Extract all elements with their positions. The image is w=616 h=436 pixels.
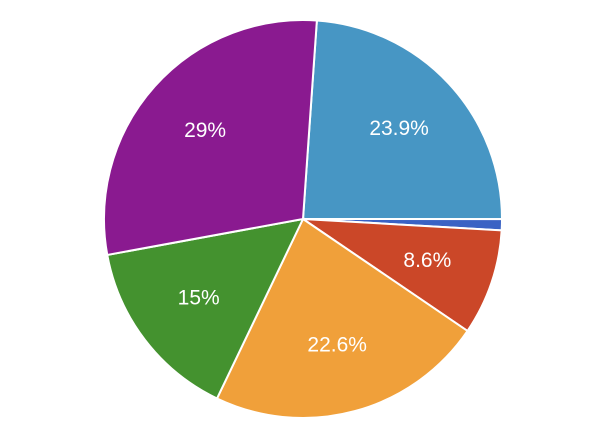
slice-label: 23.9% xyxy=(369,117,429,140)
pie-slice xyxy=(106,217,305,400)
slice-label: 15% xyxy=(178,286,220,309)
pie-slice xyxy=(299,217,503,333)
pie-slice xyxy=(103,19,318,257)
pie-slice xyxy=(301,19,504,221)
slice-label: 8.6% xyxy=(403,249,451,272)
slice-label: 22.6% xyxy=(307,333,367,356)
slice-label: 29% xyxy=(184,119,226,142)
